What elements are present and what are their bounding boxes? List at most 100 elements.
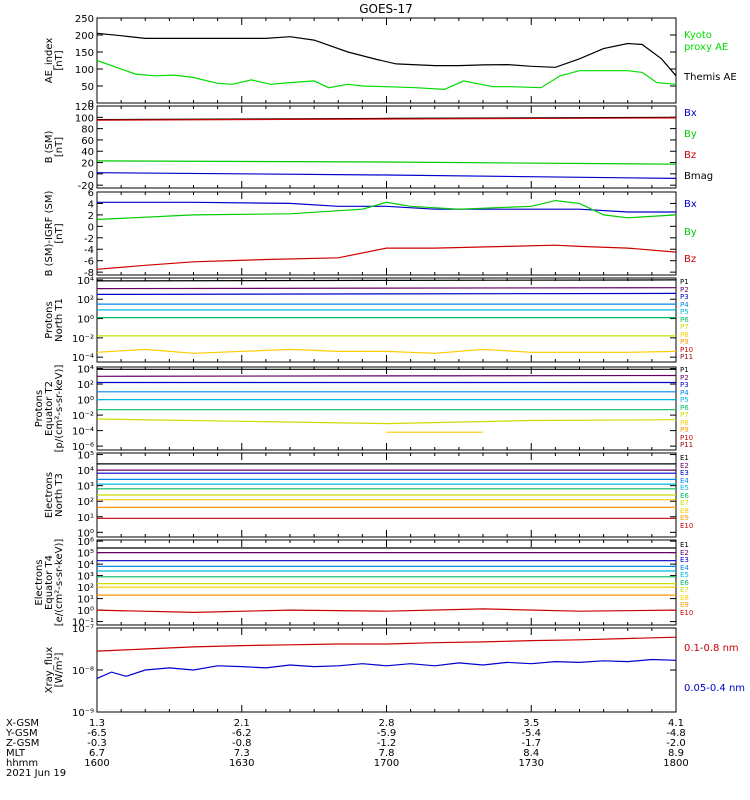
y-tick-label: 2 [88, 211, 94, 222]
legend-entry: E8 [680, 507, 689, 515]
legend-entry: Themis AE [683, 72, 737, 83]
y-tick-label: 50 [81, 82, 94, 93]
y-tick-label: 10⁴ [77, 560, 94, 571]
legend-entry: P9 [680, 426, 689, 434]
y-tick-label: 40 [81, 147, 94, 158]
ephemeris-value: 3.5 [523, 718, 539, 729]
y-tick-label: 10⁰ [77, 606, 94, 617]
legend-entry: E7 [680, 499, 689, 507]
legend-entry: P4 [680, 389, 689, 397]
y-tick-label: 4 [88, 199, 94, 210]
ephemeris-value: -5.4 [521, 728, 541, 739]
ephemeris-value: 1630 [229, 758, 254, 769]
y-axis-label: B (SM) [44, 130, 55, 163]
series-p2 [96, 287, 677, 290]
ephemeris-value: 1730 [519, 758, 544, 769]
ephemeris-value: -5.9 [377, 728, 397, 739]
legend-entry: P9 [680, 338, 689, 346]
ephemeris-value: 1600 [84, 758, 109, 769]
y-axis-label: [nT] [54, 137, 65, 157]
legend-entry: E2 [680, 549, 689, 557]
y-tick-label: 100 [75, 113, 94, 124]
ephemeris-value: -4.8 [666, 728, 686, 739]
panel-frame [96, 627, 677, 713]
ephemeris-value: 2.1 [234, 718, 250, 729]
y-axis-label: Equator T4 [44, 555, 55, 610]
panel-frame [96, 17, 677, 104]
y-tick-label: 10¹ [77, 595, 94, 606]
legend-entry: 0.1-0.8 nm [684, 643, 739, 654]
legend-entry: By [684, 227, 697, 238]
ephemeris-value: -6.2 [232, 728, 252, 739]
legend-entry: P6 [680, 316, 689, 324]
legend-entry: 0.05-0.4 nm [684, 683, 745, 694]
legend-entry: P10 [680, 346, 693, 354]
y-tick-label: 10² [77, 295, 94, 306]
y-tick-label: 10⁻² [72, 411, 94, 422]
y-tick-label: 10⁻⁶ [72, 442, 94, 453]
date-label: 2021 Jun 19 [6, 768, 66, 779]
y-tick-label: -8 [84, 268, 94, 279]
series-p8 [96, 348, 677, 354]
ephemeris-value: 1700 [374, 758, 399, 769]
y-tick-label: 10⁻⁴ [72, 353, 94, 364]
legend-entry: P2 [680, 286, 689, 294]
y-axis-label: North T3 [54, 473, 65, 517]
y-tick-label: 0 [88, 99, 94, 110]
y-tick-label: 100 [75, 65, 94, 76]
y-tick-label: 10⁶ [77, 537, 94, 548]
series-bx [96, 172, 677, 179]
legend-entry: E6 [680, 492, 689, 500]
y-tick-label: 10² [77, 380, 94, 391]
y-tick-label: 200 [75, 31, 94, 42]
y-axis-label: AE_index [44, 38, 55, 84]
y-axis-label: [e/(cm²-s-sr-keV)] [54, 539, 65, 627]
ephemeris-value: 8.4 [523, 748, 539, 759]
y-tick-label: -20 [78, 181, 94, 192]
ephemeris-value: 7.8 [379, 748, 395, 759]
ephemeris-value: -0.8 [232, 738, 252, 749]
y-tick-label: 10⁴ [77, 466, 94, 477]
y-tick-label: 80 [81, 125, 94, 136]
legend-entry: Bx [684, 108, 697, 119]
legend-entry: E3 [680, 556, 689, 564]
legend-entry: P1 [680, 278, 689, 286]
ephemeris-value: 6.7 [89, 748, 105, 759]
y-axis-label: [W/m²] [54, 652, 65, 687]
legend-entry: P3 [680, 293, 689, 301]
series-0-1-0-8-nm [96, 636, 677, 652]
series-p2 [96, 374, 677, 377]
y-tick-label: 10⁻² [72, 334, 94, 345]
series-bx [97, 201, 676, 213]
y-tick-label: 10⁰ [77, 315, 94, 326]
ephemeris-value: -1.7 [521, 738, 541, 749]
y-axis-label: B (SM)-IGRF (SM) [44, 191, 55, 277]
y-axis-label: [nT] [54, 223, 65, 243]
y-axis-label: Electrons [34, 559, 45, 605]
y-tick-label: -6 [84, 257, 94, 268]
legend-entry: P11 [680, 353, 693, 361]
panel-xray: 10⁻⁹ 10⁻⁸ 10⁻⁷ Xray_flux [W/m²] 0.1-0.8 nm 0.0… [44, 624, 745, 719]
y-tick-label: 10⁰ [77, 396, 94, 407]
y-tick-label: 250 [75, 14, 94, 25]
legend-entry: E9 [680, 514, 689, 522]
y-axis-label: Equator T2 [44, 381, 55, 436]
ephemeris-row-label: X-GSM [6, 718, 39, 729]
legend-entry: E6 [680, 579, 689, 587]
series-e10 [96, 608, 677, 614]
y-tick-label: 10⁵ [77, 451, 94, 462]
y-tick-label: 60 [81, 136, 94, 147]
ephemeris-value: 7.3 [234, 748, 250, 759]
legend-entry: E5 [680, 571, 689, 579]
legend-entry: Bmag [684, 171, 713, 182]
legend-entry: P7 [680, 411, 689, 419]
legend-entry: Bz [684, 254, 696, 265]
panel-frame [96, 366, 677, 451]
legend-entry: P6 [680, 404, 689, 412]
